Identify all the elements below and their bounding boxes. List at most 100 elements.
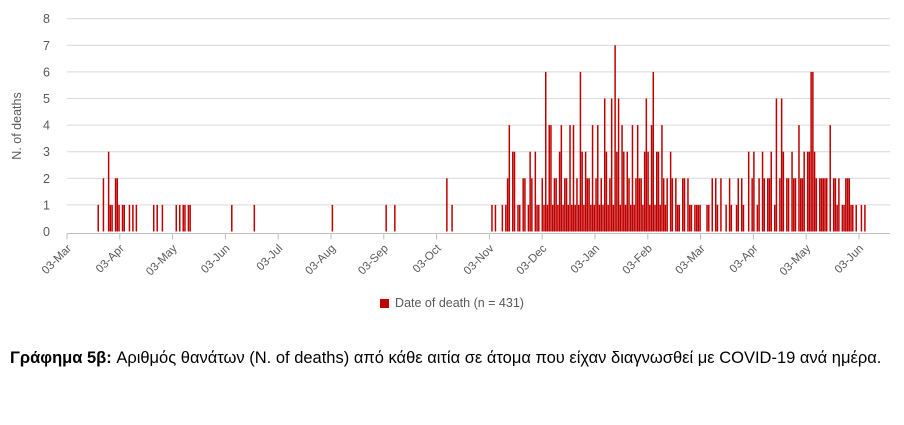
bar-day-419	[793, 178, 795, 232]
bar-day-451	[848, 178, 851, 232]
bar-day-251	[501, 204, 504, 232]
bar-day-276	[544, 71, 547, 232]
y-tick-label: 8	[43, 12, 50, 26]
bar-day-396	[753, 151, 755, 232]
bar-day-343	[661, 125, 663, 232]
bar-day-271	[536, 204, 538, 232]
bar-day-447	[841, 204, 844, 232]
bar-day-302	[590, 204, 592, 232]
bar-day-375	[716, 204, 719, 232]
bar-day-393	[747, 151, 750, 232]
bar-day-349	[671, 178, 674, 232]
bar-day-258	[513, 151, 516, 232]
bar-day-356	[683, 178, 686, 232]
bar-day-267	[529, 151, 531, 232]
caption: Γράφημα 5β: Αριθμός θανάτων (N. of death…	[10, 340, 894, 378]
bar-day-377	[720, 178, 722, 232]
bar-day-337	[650, 125, 653, 232]
bar-day-297	[581, 151, 583, 232]
bar-day-409	[775, 98, 778, 232]
bar-day-458	[860, 204, 863, 232]
y-tick-label: 4	[43, 119, 50, 133]
bar-day-301	[588, 178, 590, 232]
bar-day-389	[740, 178, 743, 232]
bar-day-418	[791, 151, 793, 232]
bar-day-153	[331, 204, 334, 232]
bar-day-372	[711, 178, 714, 232]
caption-text: Αριθμός θανάτων (N. of deaths) από κάθε …	[116, 349, 882, 367]
bar-day-275	[543, 204, 545, 232]
deaths-bar-chart: 0 1 2 3 4 5 6 7 8 03-Mar 03-Apr 03-May 03-Jun 03-Jul 0…	[40, 12, 890, 278]
bar-day-413	[782, 151, 785, 232]
bar-day-263	[522, 178, 524, 232]
bar-day-266	[527, 204, 530, 232]
bar-day-416	[787, 178, 790, 232]
x-tick-label: 03-Oct	[411, 242, 444, 275]
bar-day-296	[579, 71, 582, 232]
bar-day-432	[815, 178, 818, 232]
bar-day-293	[574, 204, 576, 232]
bar-day-71	[189, 204, 191, 232]
bar-day-336	[649, 204, 651, 232]
bar-day-431	[813, 151, 816, 232]
bar-day-353	[678, 204, 681, 232]
bar-day-316	[614, 45, 616, 232]
bar-day-274	[541, 178, 544, 232]
bar-day-52	[156, 204, 158, 232]
legend: Date of death (n = 431)	[0, 294, 904, 312]
bar-day-67	[182, 204, 184, 232]
bar-day-219	[446, 178, 448, 232]
bar-day-270	[534, 151, 537, 232]
bar-day-445	[838, 178, 840, 232]
bar-day-444	[836, 204, 838, 232]
x-tick-label: 03-Nov	[462, 242, 497, 277]
bar-day-303	[591, 125, 594, 232]
bar-day-280	[551, 204, 554, 232]
bar-day-452	[850, 204, 852, 232]
bar-day-264	[524, 178, 526, 232]
bar-day-30	[118, 204, 120, 232]
x-tick-label: 03-Feb	[621, 243, 655, 277]
bar-day-298	[583, 204, 585, 232]
bar-day-358	[687, 178, 689, 232]
bar-day-282	[555, 178, 557, 232]
y-tick-label: 6	[43, 65, 50, 79]
bar-day-331	[640, 178, 642, 232]
bar-day-245	[491, 204, 493, 232]
bar-day-329	[636, 125, 639, 232]
bar-day-360	[690, 204, 693, 232]
bar-day-326	[631, 125, 634, 232]
bar-day-398	[756, 204, 759, 232]
bar-day-68	[184, 204, 186, 232]
bar-day-405	[768, 178, 771, 232]
bar-day-260	[517, 204, 519, 232]
bar-day-453	[852, 204, 854, 232]
bar-day-440	[829, 125, 831, 232]
bar-day-351	[675, 178, 677, 232]
legend-marker-square-icon	[380, 298, 390, 308]
bar-day-38	[132, 204, 134, 232]
bar-day-253	[505, 204, 507, 232]
bar-day-449	[845, 178, 847, 232]
bar-day-290	[569, 125, 571, 232]
bar-day-21	[102, 178, 105, 232]
bar-day-255	[508, 125, 511, 232]
bar-day-321	[623, 151, 625, 232]
bar-day-306	[597, 125, 599, 232]
bar-day-279	[550, 125, 552, 232]
bar-day-315	[612, 204, 615, 232]
x-tick-label: 03-May	[144, 242, 180, 278]
bar-day-40	[135, 204, 138, 232]
bar-day-374	[714, 178, 717, 232]
y-tick-label: 0	[43, 225, 50, 239]
x-tick-label: 03-Apr	[94, 243, 127, 276]
bar-day-342	[659, 204, 661, 232]
bar-day-292	[572, 125, 575, 232]
bar-day-338	[652, 71, 655, 232]
bar-day-438	[825, 178, 828, 232]
bar-day-401	[761, 151, 764, 232]
bar-day-36	[128, 204, 131, 232]
bar-day-352	[676, 204, 679, 232]
bar-day-435	[820, 178, 823, 232]
